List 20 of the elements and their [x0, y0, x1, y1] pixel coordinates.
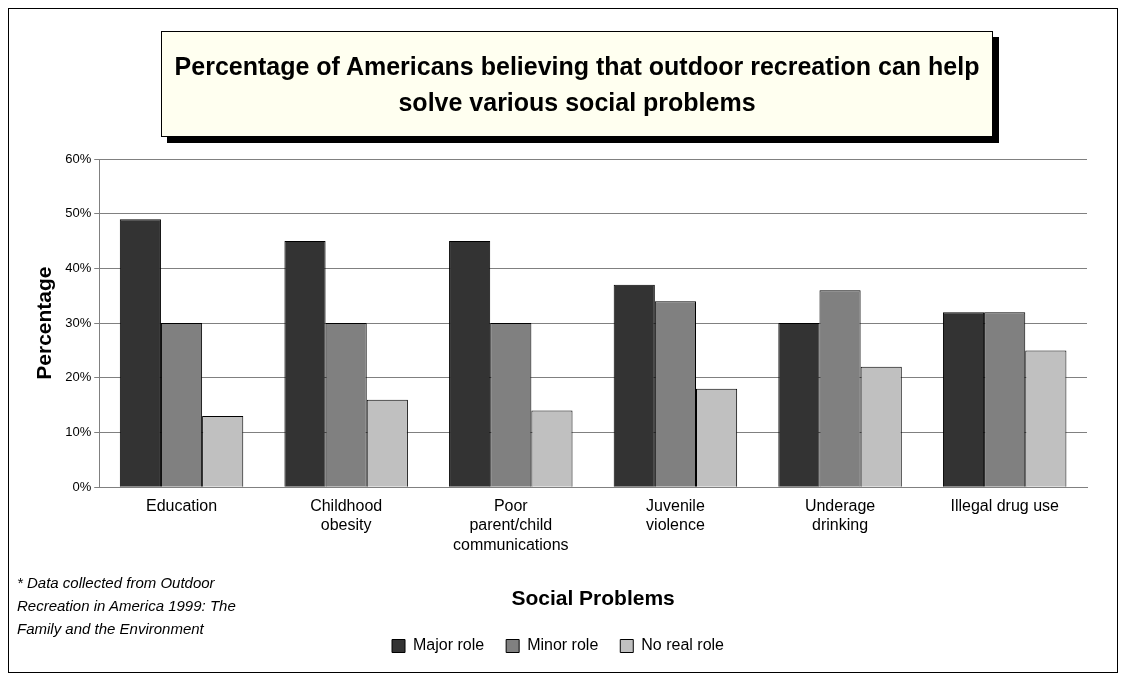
- y-tick-label: 0%: [72, 478, 92, 494]
- x-tick-label: Underage drinking: [804, 497, 876, 534]
- x-tick-label: Poor parent/child communications: [452, 497, 569, 553]
- x-tick-label: Illegal drug use: [950, 497, 1060, 515]
- x-tick-label: Juvenile violence: [646, 497, 705, 534]
- y-tick-label: 30%: [65, 314, 92, 330]
- y-tick-label: 60%: [65, 150, 92, 166]
- y-axis-title: Percentage: [32, 266, 56, 380]
- x-axis-title: Social Problems: [511, 586, 675, 610]
- y-tick-label: 10%: [65, 424, 92, 440]
- x-tick-label: Childhood obesity: [310, 497, 383, 534]
- y-tick-label: 50%: [65, 205, 92, 221]
- text: * Data collected from Outdoor Recreation in America 1999: The Family and the Environment: [17, 573, 237, 639]
- legend-label: Minor role: [527, 636, 599, 654]
- y-tick-label: 40%: [65, 259, 92, 275]
- x-tick-label: Education: [145, 497, 218, 515]
- y-tick-label: 20%: [65, 369, 92, 385]
- legend-label: No real role: [641, 636, 725, 654]
- chart-title: Percentage of Americans believing that outdoor recreation can help solve various social problems: [161, 31, 993, 137]
- legend-label: Major role: [413, 636, 485, 654]
